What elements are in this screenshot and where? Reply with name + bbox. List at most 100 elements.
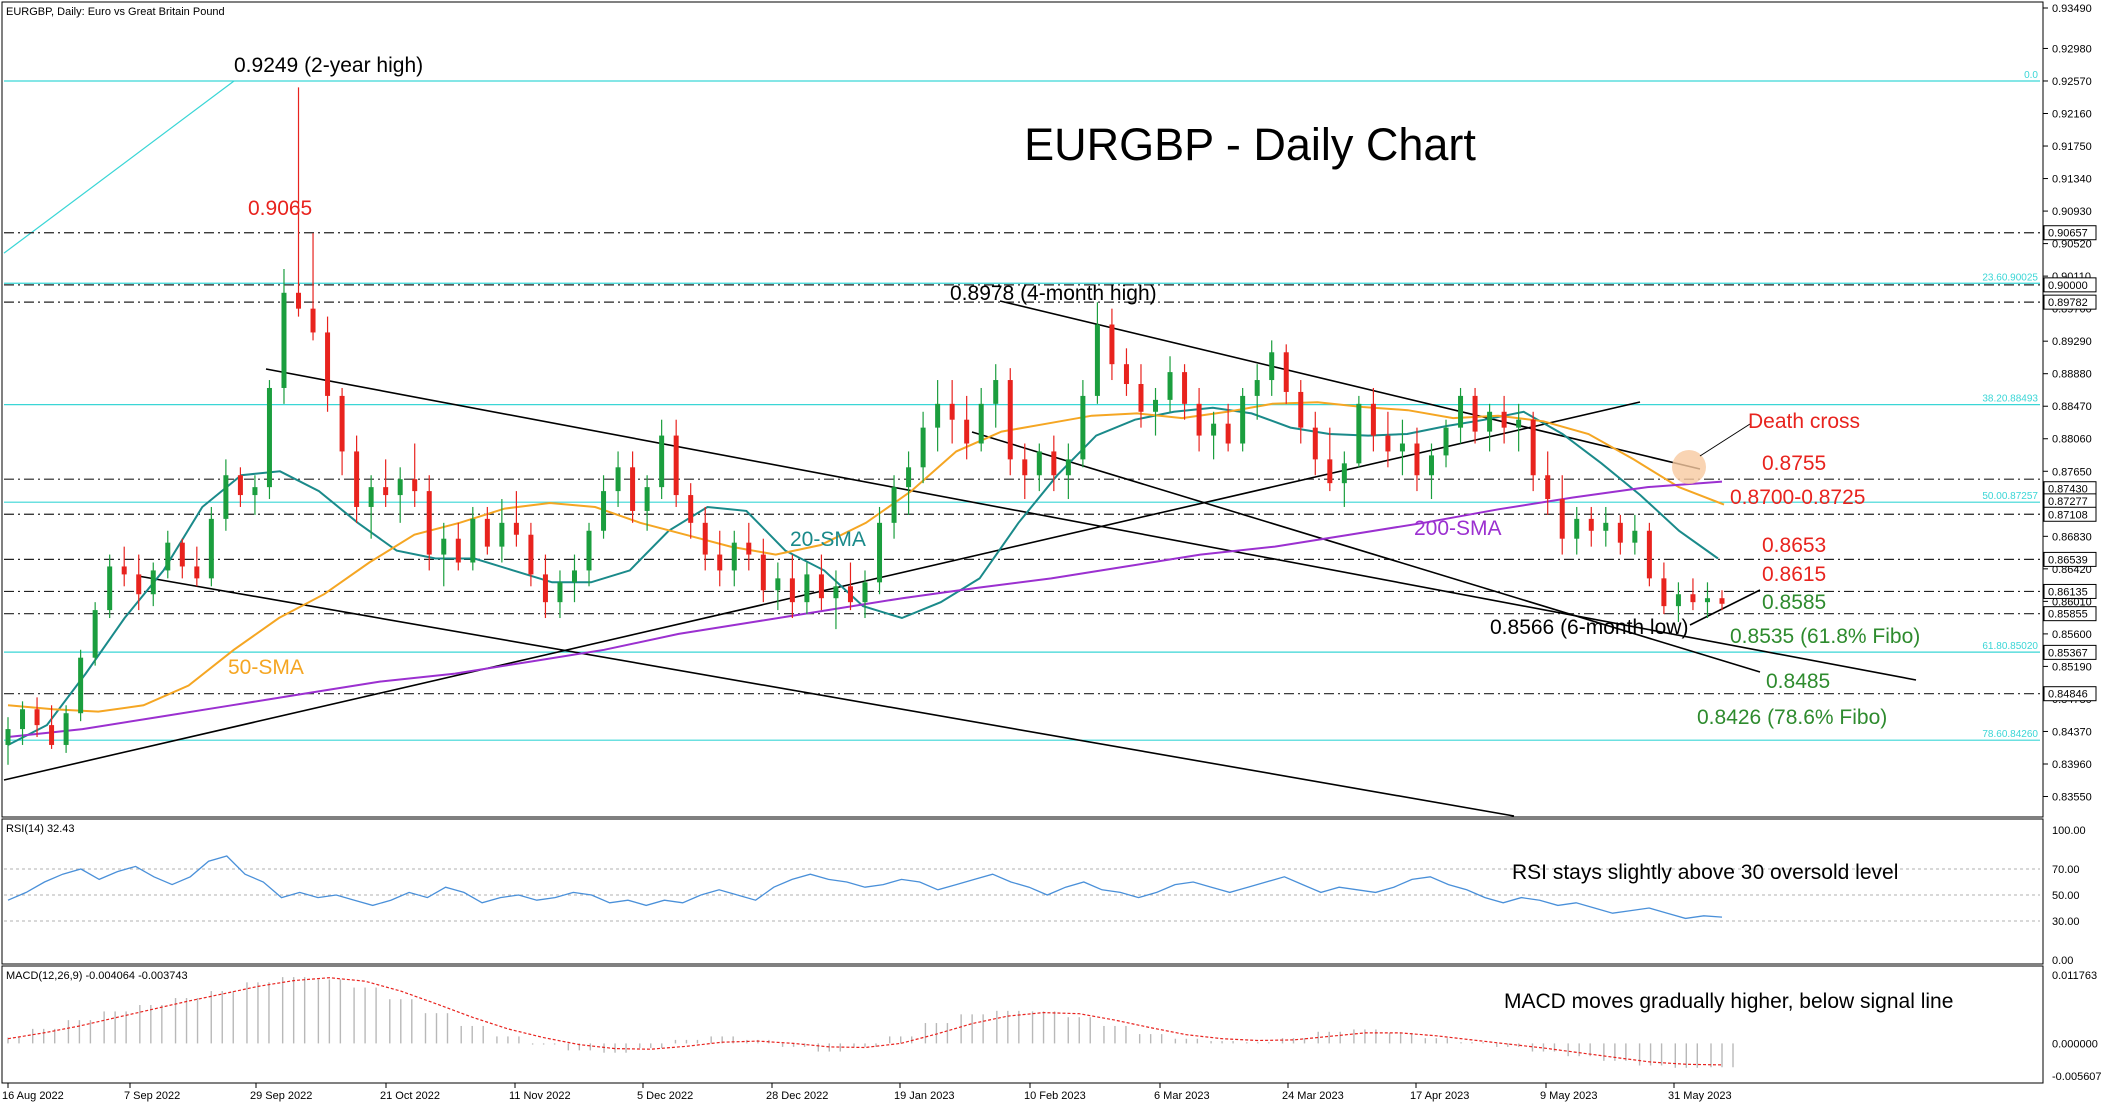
macd-commentary: MACD moves gradually higher, below signa… [1504,990,1953,1013]
annotation-08653: 0.8653 [1762,534,1826,557]
rsi-axis-label: 100.00 [2052,825,2086,837]
date-tick-label: 28 Dec 2022 [766,1090,828,1102]
candle-body [1327,459,1333,484]
candle-body [1051,451,1057,476]
sma-line-20-sma [7,406,1719,746]
candle-body [426,491,432,555]
price-tick-label: 0.92980 [2052,43,2092,55]
candle-body [1182,372,1188,404]
candle-body [586,530,592,571]
candle-body [1312,427,1318,460]
date-tick-label: 7 Sep 2022 [124,1090,180,1102]
macd-signal-line [7,977,1723,1066]
chart-title: EURGBP - Daily Chart [1024,119,1476,170]
candle-body [499,522,505,547]
candle-body [1458,395,1464,428]
candle-body [1341,463,1347,484]
candle-body [1370,403,1376,436]
candle-body [470,518,476,563]
trendline [999,300,1701,470]
annotation-08585: 0.8585 [1762,591,1826,614]
candle-body [1632,530,1638,543]
fib-label: 78.60.84260 [1982,729,2038,740]
candle-body [1646,530,1652,579]
candle-body [1065,459,1071,476]
candle-body [63,713,69,745]
price-box-label: 0.87277 [2048,496,2088,508]
candle-body [659,435,665,488]
fib-diagonal [3,80,235,254]
rsi-line [7,855,1723,920]
label-50-sma: 50-SMA [228,656,304,679]
candle-body [847,586,853,603]
candle-body [1617,522,1623,543]
annotation-6month-low: 0.8566 (6-month low) [1490,616,1688,639]
candle-body [107,566,113,611]
price-tick-label: 0.85600 [2052,629,2092,641]
candle-body [78,657,84,714]
fib-label: 23.60.90025 [1982,272,2038,283]
price-tick-label: 0.91750 [2052,141,2092,153]
price-box-label: 0.85855 [2048,609,2088,621]
price-tick-label: 0.88060 [2052,434,2092,446]
annotation-4month-high: 0.8978 (4-month high) [950,282,1157,305]
price-panel-frame [1,1,2044,818]
price-box-label: 0.90000 [2048,280,2088,292]
candle-body [1690,594,1696,603]
candle-body [325,332,331,396]
candle-body [571,570,577,583]
candle-body [1356,403,1362,464]
label-200-sma: 200-SMA [1414,517,1502,540]
candle-body [1007,380,1013,460]
fib-label: 61.80.85020 [1982,641,2038,652]
candle-body [1240,395,1246,444]
trendline [265,368,1917,681]
candle-body [818,574,824,599]
trendlines-layer [3,300,1917,817]
candle-body [165,542,171,571]
price-tick-label: 0.88880 [2052,369,2092,381]
candle-body [673,435,679,496]
candle-body [92,610,98,658]
fib-label: 0.0 [2024,70,2038,81]
rsi-panel-frame [1,818,2044,965]
date-tick-label: 9 May 2023 [1540,1090,1597,1102]
candle-body [1138,384,1144,412]
price-tick-label: 0.83550 [2052,792,2092,804]
price-box-label: 0.84846 [2048,689,2088,701]
candle-body [208,518,214,579]
candle-body [1109,324,1115,365]
candle-body [1472,395,1478,432]
candle-body [775,578,781,591]
candle-body [1443,427,1449,456]
candle-body [237,475,243,496]
price-tick-label: 0.91340 [2052,174,2092,186]
price-tick-label: 0.93490 [2052,3,2092,15]
candle-body [252,487,258,496]
candle-body [1036,451,1042,476]
candle-body [789,578,795,603]
trendline [137,575,1515,817]
price-axis-layer: 0.93490 0.92980 0.92570 0.92160 0.91750 0.913… [2043,3,2097,804]
candle-body [150,570,156,595]
annotation-08535-fibo: 0.8535 (61.8% Fibo) [1730,625,1920,648]
price-box [2043,506,2097,522]
price-box [2043,644,2097,660]
price-tick-label: 0.90930 [2052,206,2092,218]
candle-body [412,479,418,492]
candle-body [383,487,389,496]
candle-body [1661,578,1667,607]
macd-axis-label: 0.000000 [2052,1038,2098,1050]
candle-body [1123,364,1129,385]
date-tick-label: 19 Jan 2023 [894,1090,955,1102]
rsi-axis-label: 30.00 [2052,916,2080,928]
candle-body [1428,455,1434,476]
price-box-label: 0.85367 [2048,647,2088,659]
candle-body [949,403,955,420]
rsi-axis-label: 0.00 [2052,955,2073,967]
candle-body [717,554,723,571]
trendline [971,431,1761,673]
date-tick-label: 10 Feb 2023 [1024,1090,1086,1102]
candle-body [310,308,316,333]
candle-body [804,574,810,603]
